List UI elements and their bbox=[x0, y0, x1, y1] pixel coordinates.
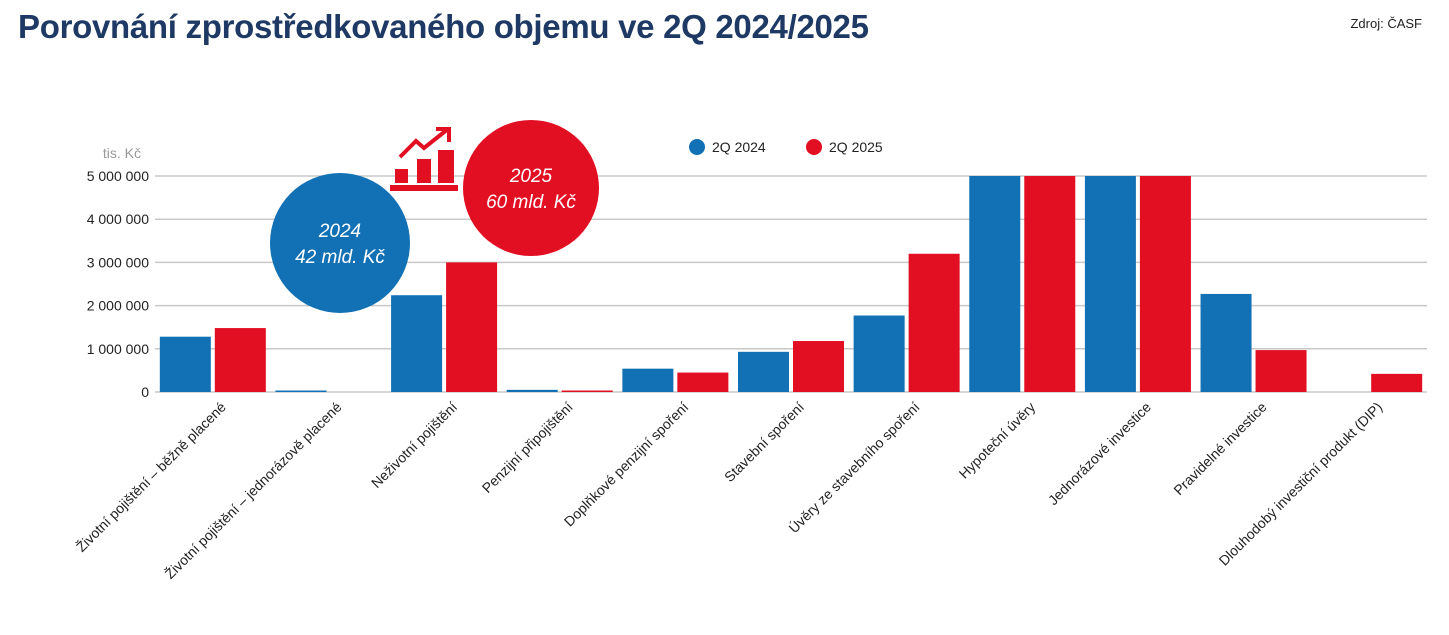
chart-title: Porovnání zprostředkovaného objemu ve 2Q… bbox=[18, 8, 869, 45]
bar-2024 bbox=[506, 389, 558, 392]
x-tick-label: Penzijní připojištění bbox=[479, 399, 576, 496]
y-axis-unit: tis. Kč bbox=[103, 145, 141, 161]
bar-2024 bbox=[159, 336, 211, 392]
y-tick-label: 3 000 000 bbox=[87, 254, 149, 270]
x-tick-label: Pravidelné investice bbox=[1170, 399, 1270, 499]
bubble-2025-year: 2025 bbox=[509, 166, 553, 187]
bubble-2025: 2025 60 mld. Kč bbox=[463, 120, 599, 256]
bar-2024 bbox=[1200, 293, 1252, 392]
x-tick-label: Neživotní pojištění bbox=[368, 399, 460, 491]
bar-2025 bbox=[1371, 373, 1423, 392]
y-tick-label: 0 bbox=[141, 384, 149, 400]
bar-2024 bbox=[391, 295, 443, 392]
bar-2025 bbox=[1024, 176, 1076, 392]
bubble-2024-amount: 42 mld. Kč bbox=[295, 247, 385, 268]
legend-marker-2025 bbox=[806, 139, 822, 155]
bar-2024 bbox=[1084, 176, 1136, 392]
y-axis: 0 1 000 000 2 000 000 3 000 000 4 000 000 5 0… bbox=[87, 145, 150, 400]
y-tick-label: 1 000 000 bbox=[87, 341, 149, 357]
bubble-2025-amount: 60 mld. Kč bbox=[486, 192, 576, 213]
bar-2025 bbox=[1255, 350, 1307, 392]
x-axis: Životní pojištění – běžně placenéŽivotní… bbox=[73, 399, 1385, 582]
growth-chart-icon bbox=[390, 127, 458, 191]
legend-label-2024: 2Q 2024 bbox=[712, 139, 766, 155]
x-tick-label: Doplňkové penzijní spoření bbox=[561, 399, 692, 530]
bubble-2024: 2024 42 mld. Kč bbox=[270, 173, 410, 313]
bubble-2024-circle bbox=[270, 173, 410, 313]
bar-2025 bbox=[446, 262, 498, 392]
legend: 2Q 2024 2Q 2025 bbox=[689, 139, 883, 155]
x-tick-label: Stavební spoření bbox=[721, 399, 807, 485]
bars bbox=[159, 176, 1423, 392]
bar-2024 bbox=[275, 390, 327, 392]
bar-2025 bbox=[677, 372, 729, 392]
bar-2024 bbox=[738, 351, 789, 392]
legend-marker-2024 bbox=[689, 139, 705, 155]
y-tick-label: 5 000 000 bbox=[87, 168, 149, 184]
bar-2024 bbox=[969, 176, 1021, 392]
bubble-2025-circle bbox=[463, 120, 599, 256]
y-tick-label: 2 000 000 bbox=[87, 298, 149, 314]
bar-2025 bbox=[908, 253, 960, 392]
bubble-2024-year: 2024 bbox=[318, 221, 361, 242]
x-tick-label: Jednorázové investice bbox=[1045, 399, 1154, 508]
y-tick-label: 4 000 000 bbox=[87, 211, 149, 227]
source-note: Zdroj: ČASF bbox=[1350, 16, 1422, 31]
x-tick-label: Úvěry ze stavebního spoření bbox=[785, 399, 922, 536]
bar-2025 bbox=[214, 328, 266, 392]
bar-2024 bbox=[622, 368, 674, 392]
bar-2025 bbox=[561, 390, 613, 392]
bar-2025 bbox=[793, 341, 844, 392]
legend-label-2025: 2Q 2025 bbox=[829, 139, 883, 155]
x-tick-label: Hypoteční úvěry bbox=[956, 399, 1039, 482]
bar-2024 bbox=[853, 315, 905, 392]
bar-2025 bbox=[1139, 176, 1191, 392]
